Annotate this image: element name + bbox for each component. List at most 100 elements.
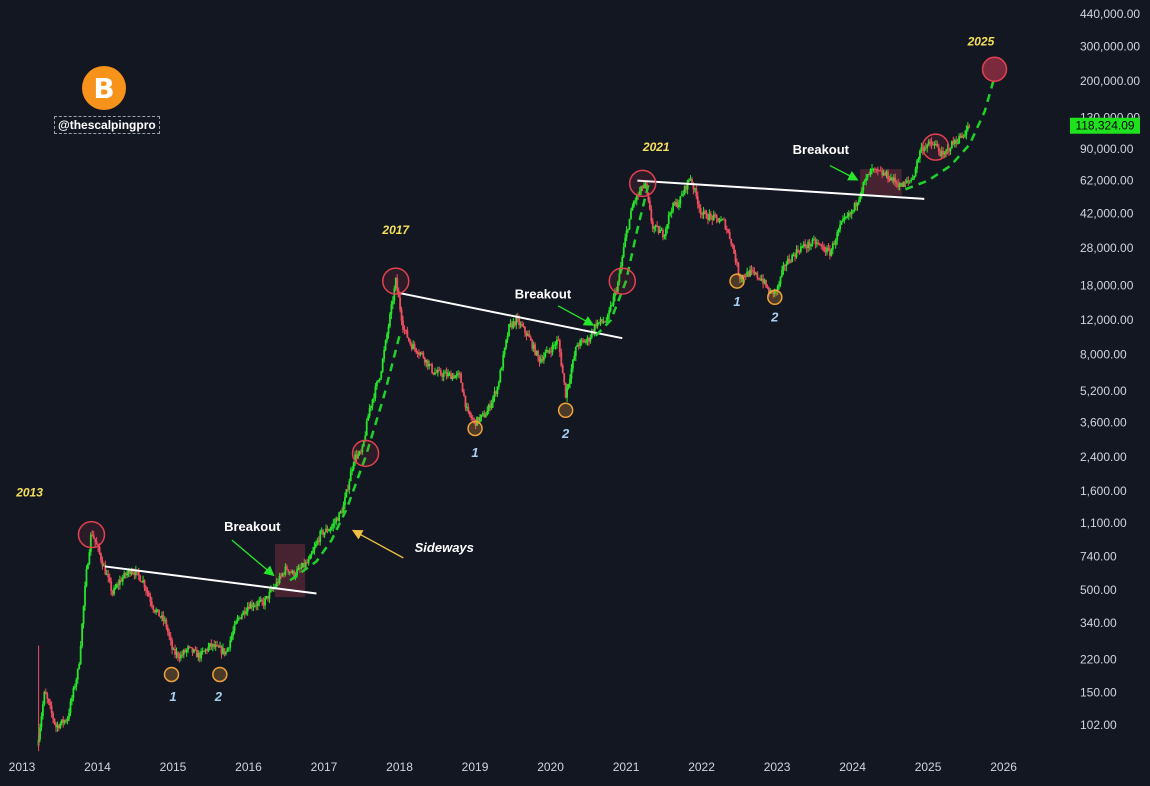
candle-body [101, 560, 104, 567]
candle-body [182, 650, 185, 655]
candle-body [268, 591, 271, 599]
candle-body [846, 216, 849, 218]
candle-body [653, 227, 656, 229]
candle-body [670, 211, 673, 213]
candle-body [293, 570, 296, 578]
candle-body [705, 212, 708, 219]
x-tick-label: 2025 [915, 760, 942, 774]
candle-body [942, 150, 945, 155]
candle-body [389, 314, 391, 327]
candle-body [349, 471, 352, 482]
candle-body [493, 391, 496, 398]
bottom-circle [767, 289, 783, 306]
candle-body [781, 270, 783, 277]
candle-body [232, 630, 235, 636]
candle-body [267, 596, 269, 599]
candle-body [419, 352, 422, 355]
candle-body [287, 569, 290, 573]
candle-body [849, 212, 852, 215]
candle-body [548, 351, 551, 353]
candle-body [423, 357, 426, 363]
candle-body [87, 564, 89, 570]
candle-body [513, 321, 516, 326]
candle-body [89, 534, 92, 553]
candle-body [326, 528, 329, 532]
candle-body [965, 129, 968, 135]
top-circle [608, 267, 637, 295]
candle-body [632, 201, 635, 207]
resistance-lines [104, 179, 925, 595]
candle-body [410, 344, 413, 350]
candle-body [438, 370, 441, 372]
candle-body [63, 720, 66, 723]
candle-body [114, 587, 117, 589]
candle-body [659, 230, 661, 233]
candle-body [757, 277, 760, 279]
candle-body [79, 646, 82, 664]
candle-body [919, 150, 921, 159]
candle-body [59, 723, 62, 729]
candle-body [352, 462, 355, 470]
candle-body [834, 240, 837, 245]
candle-body [42, 704, 44, 717]
candle-body [615, 290, 618, 292]
candle-body [818, 243, 821, 245]
candle-body [396, 278, 399, 291]
candle-body [81, 623, 84, 647]
candle-body [153, 609, 156, 613]
candle-body [454, 375, 457, 379]
candle-body [959, 135, 962, 138]
x-tick-label: 2018 [386, 760, 413, 774]
candle-body [284, 566, 287, 575]
candle-body [169, 636, 172, 641]
bottom-circle [212, 666, 228, 683]
brand-block: B @thescalpingpro [50, 62, 160, 136]
candle-body [383, 349, 386, 359]
candle-body [204, 649, 207, 651]
candle-body [820, 244, 823, 246]
candle-body [582, 340, 584, 342]
candle-body [895, 182, 898, 184]
candle-body [274, 586, 277, 588]
candle-body [804, 243, 807, 247]
candle-body [698, 204, 701, 208]
candle-body [695, 188, 698, 197]
candle-body [666, 224, 669, 229]
candle-body [802, 243, 805, 247]
candle-body [275, 581, 278, 587]
candle-body [240, 615, 243, 619]
candle-body [900, 183, 902, 187]
candle-body [444, 372, 447, 374]
candle-body [439, 370, 442, 375]
candle-body [378, 378, 381, 381]
y-tick-label: 300,000.00 [1080, 40, 1140, 54]
candle-body [821, 245, 824, 247]
candle-body [535, 350, 538, 355]
candle-body [113, 588, 115, 595]
bottom-circle [163, 666, 180, 683]
candle-body [540, 359, 542, 363]
candle-body [413, 344, 416, 349]
candle-body [946, 148, 949, 151]
candle-body [457, 373, 460, 375]
y-tick-label: 2,400.00 [1080, 450, 1127, 464]
candle-body [567, 383, 570, 388]
candle-body [824, 250, 827, 253]
candle-body [233, 624, 236, 631]
candle-body [329, 528, 332, 531]
candle-body [211, 644, 214, 647]
y-tick-label: 102.00 [1080, 718, 1117, 732]
candle-body [127, 570, 130, 574]
candle-body [569, 378, 571, 384]
candle-body [481, 413, 484, 415]
candle-body [667, 214, 670, 225]
candle-body [39, 727, 41, 740]
candle-body [525, 332, 528, 336]
candle-body [445, 372, 448, 377]
candle-body [56, 725, 59, 728]
candle-body [264, 598, 266, 606]
pivot-number-label: 2 [214, 689, 223, 704]
candle-body [519, 323, 522, 325]
year-label: 2021 [642, 140, 670, 154]
